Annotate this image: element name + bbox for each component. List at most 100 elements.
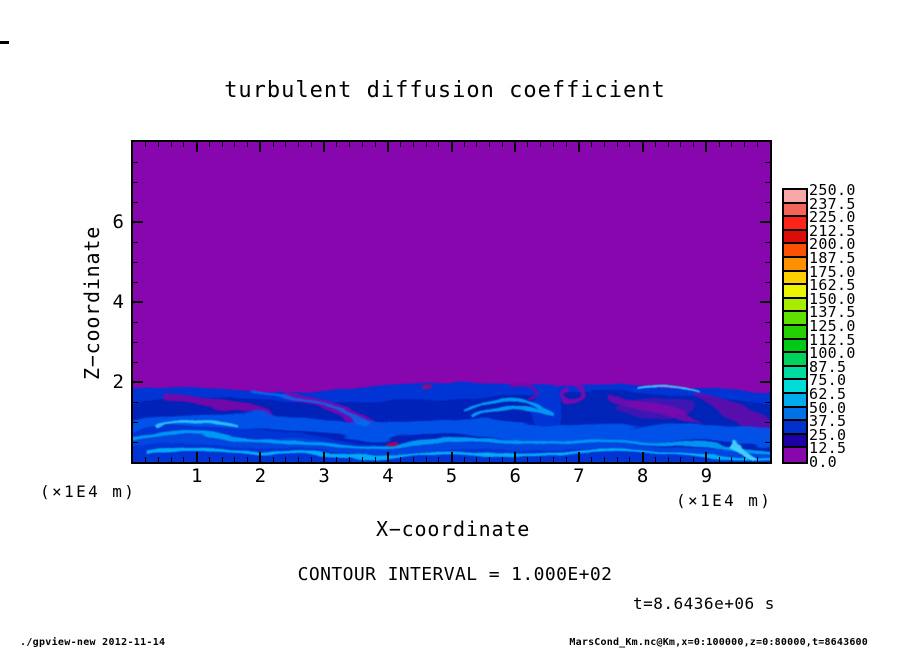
axis-tick — [195, 142, 198, 152]
colorbar-cell — [784, 380, 806, 394]
axis-tick — [629, 142, 631, 147]
crop-mark — [0, 41, 9, 44]
contour-interval-note: CONTOUR INTERVAL = 1.000E+02 — [297, 564, 613, 585]
colorbar-cell — [784, 298, 806, 313]
axis-tick — [765, 161, 770, 163]
axis-tick — [133, 281, 138, 283]
axis-tick — [133, 421, 138, 423]
x-tick-label: 6 — [509, 465, 521, 487]
axis-tick — [765, 241, 770, 243]
colorbar-labels: 250.0 237.5 225.0 212.5 200.0 187.5 175.0 162.5… — [809, 182, 869, 470]
axis-tick — [641, 452, 644, 462]
colorbar-label: 87.5 — [809, 357, 847, 376]
axis-tick — [425, 457, 427, 462]
colorbar — [782, 188, 808, 464]
axis-tick — [756, 142, 758, 147]
axis-tick — [552, 142, 554, 147]
axis-tick — [298, 457, 300, 462]
chart-title: turbulent diffusion coefficient — [224, 78, 666, 103]
axis-tick — [765, 261, 770, 263]
colorbar-label: 62.5 — [809, 385, 847, 403]
x-tick-label: 3 — [318, 465, 330, 487]
time-annotation: t=8.6436e+06 s — [633, 594, 775, 613]
colorbar-cell — [784, 190, 806, 204]
axis-tick — [718, 457, 720, 462]
plot-frame — [131, 140, 772, 464]
axis-tick — [386, 142, 389, 152]
axis-tick — [145, 142, 147, 147]
axis-tick — [744, 142, 746, 147]
colorbar-label: 0.0 — [809, 453, 837, 471]
axis-tick — [718, 142, 720, 147]
axis-tick — [476, 457, 478, 462]
axis-tick — [412, 142, 414, 147]
x-tick-label: 2 — [254, 465, 267, 487]
axis-tick — [756, 457, 758, 462]
x-axis-unit-label: (×1E4 m) — [676, 491, 773, 510]
x-tick-label: 4 — [382, 465, 394, 487]
axis-tick — [514, 452, 517, 462]
z-axis-unit-label: (×1E4 m) — [40, 482, 137, 501]
axis-tick — [705, 452, 708, 462]
axis-tick — [310, 142, 312, 147]
axis-tick — [540, 457, 542, 462]
axis-tick — [183, 457, 185, 462]
axis-tick — [693, 457, 695, 462]
turbulent-layer — [133, 380, 770, 462]
axis-tick — [527, 457, 529, 462]
axis-tick — [641, 142, 644, 152]
axis-tick — [170, 457, 172, 462]
axis-tick — [565, 457, 567, 462]
colorbar-cell — [784, 257, 806, 272]
axis-tick — [133, 241, 138, 243]
axis-tick — [374, 457, 376, 462]
colorbar-label: 12.5 — [809, 439, 847, 458]
colorbar-cell — [784, 271, 806, 286]
axis-tick — [208, 457, 210, 462]
contour-field-svg — [133, 142, 770, 462]
colorbar-label: 225.0 — [809, 208, 856, 227]
axis-tick — [208, 142, 210, 147]
footer-command-date: ./gpview-new 2012-11-14 — [20, 637, 166, 648]
axis-tick — [438, 457, 440, 462]
x-tick-label: 1 — [190, 465, 203, 487]
axis-tick — [765, 201, 770, 203]
axis-tick — [629, 457, 631, 462]
axis-tick — [425, 142, 427, 147]
axis-tick — [145, 457, 147, 462]
axis-tick — [133, 181, 138, 183]
colorbar-cell — [784, 217, 806, 231]
axis-tick — [323, 452, 326, 462]
colorbar-label: 37.5 — [809, 412, 847, 431]
axis-tick — [133, 221, 143, 223]
plot-area — [133, 142, 770, 462]
axis-tick — [654, 142, 656, 147]
axis-tick — [577, 452, 580, 462]
axis-tick — [323, 142, 326, 152]
axis-tick — [591, 142, 593, 147]
colorbar-cell — [784, 203, 806, 218]
axis-tick — [234, 457, 236, 462]
axis-tick — [765, 321, 770, 323]
axis-tick — [667, 142, 669, 147]
footer-file-info: MarsCond_Km.nc@Km,x=0:100000,z=0:80000,t… — [569, 637, 868, 648]
colorbar-label: 25.0 — [809, 425, 847, 444]
axis-tick — [501, 142, 503, 147]
x-tick-label: 7 — [573, 465, 585, 487]
colorbar-cell — [784, 244, 806, 258]
axis-tick — [361, 142, 363, 147]
axis-tick — [654, 457, 656, 462]
axis-tick — [765, 421, 770, 423]
axis-tick — [731, 142, 733, 147]
x-axis-title: X−coordinate — [375, 517, 531, 541]
z-tick-label: 2 — [112, 371, 124, 393]
axis-tick — [693, 142, 695, 147]
colorbar-label: 137.5 — [809, 303, 856, 322]
axis-tick — [400, 457, 402, 462]
axis-tick — [361, 457, 363, 462]
axis-tick — [463, 457, 465, 462]
axis-tick — [514, 142, 517, 152]
axis-tick — [765, 341, 770, 343]
colorbar-label: 100.0 — [809, 344, 856, 363]
